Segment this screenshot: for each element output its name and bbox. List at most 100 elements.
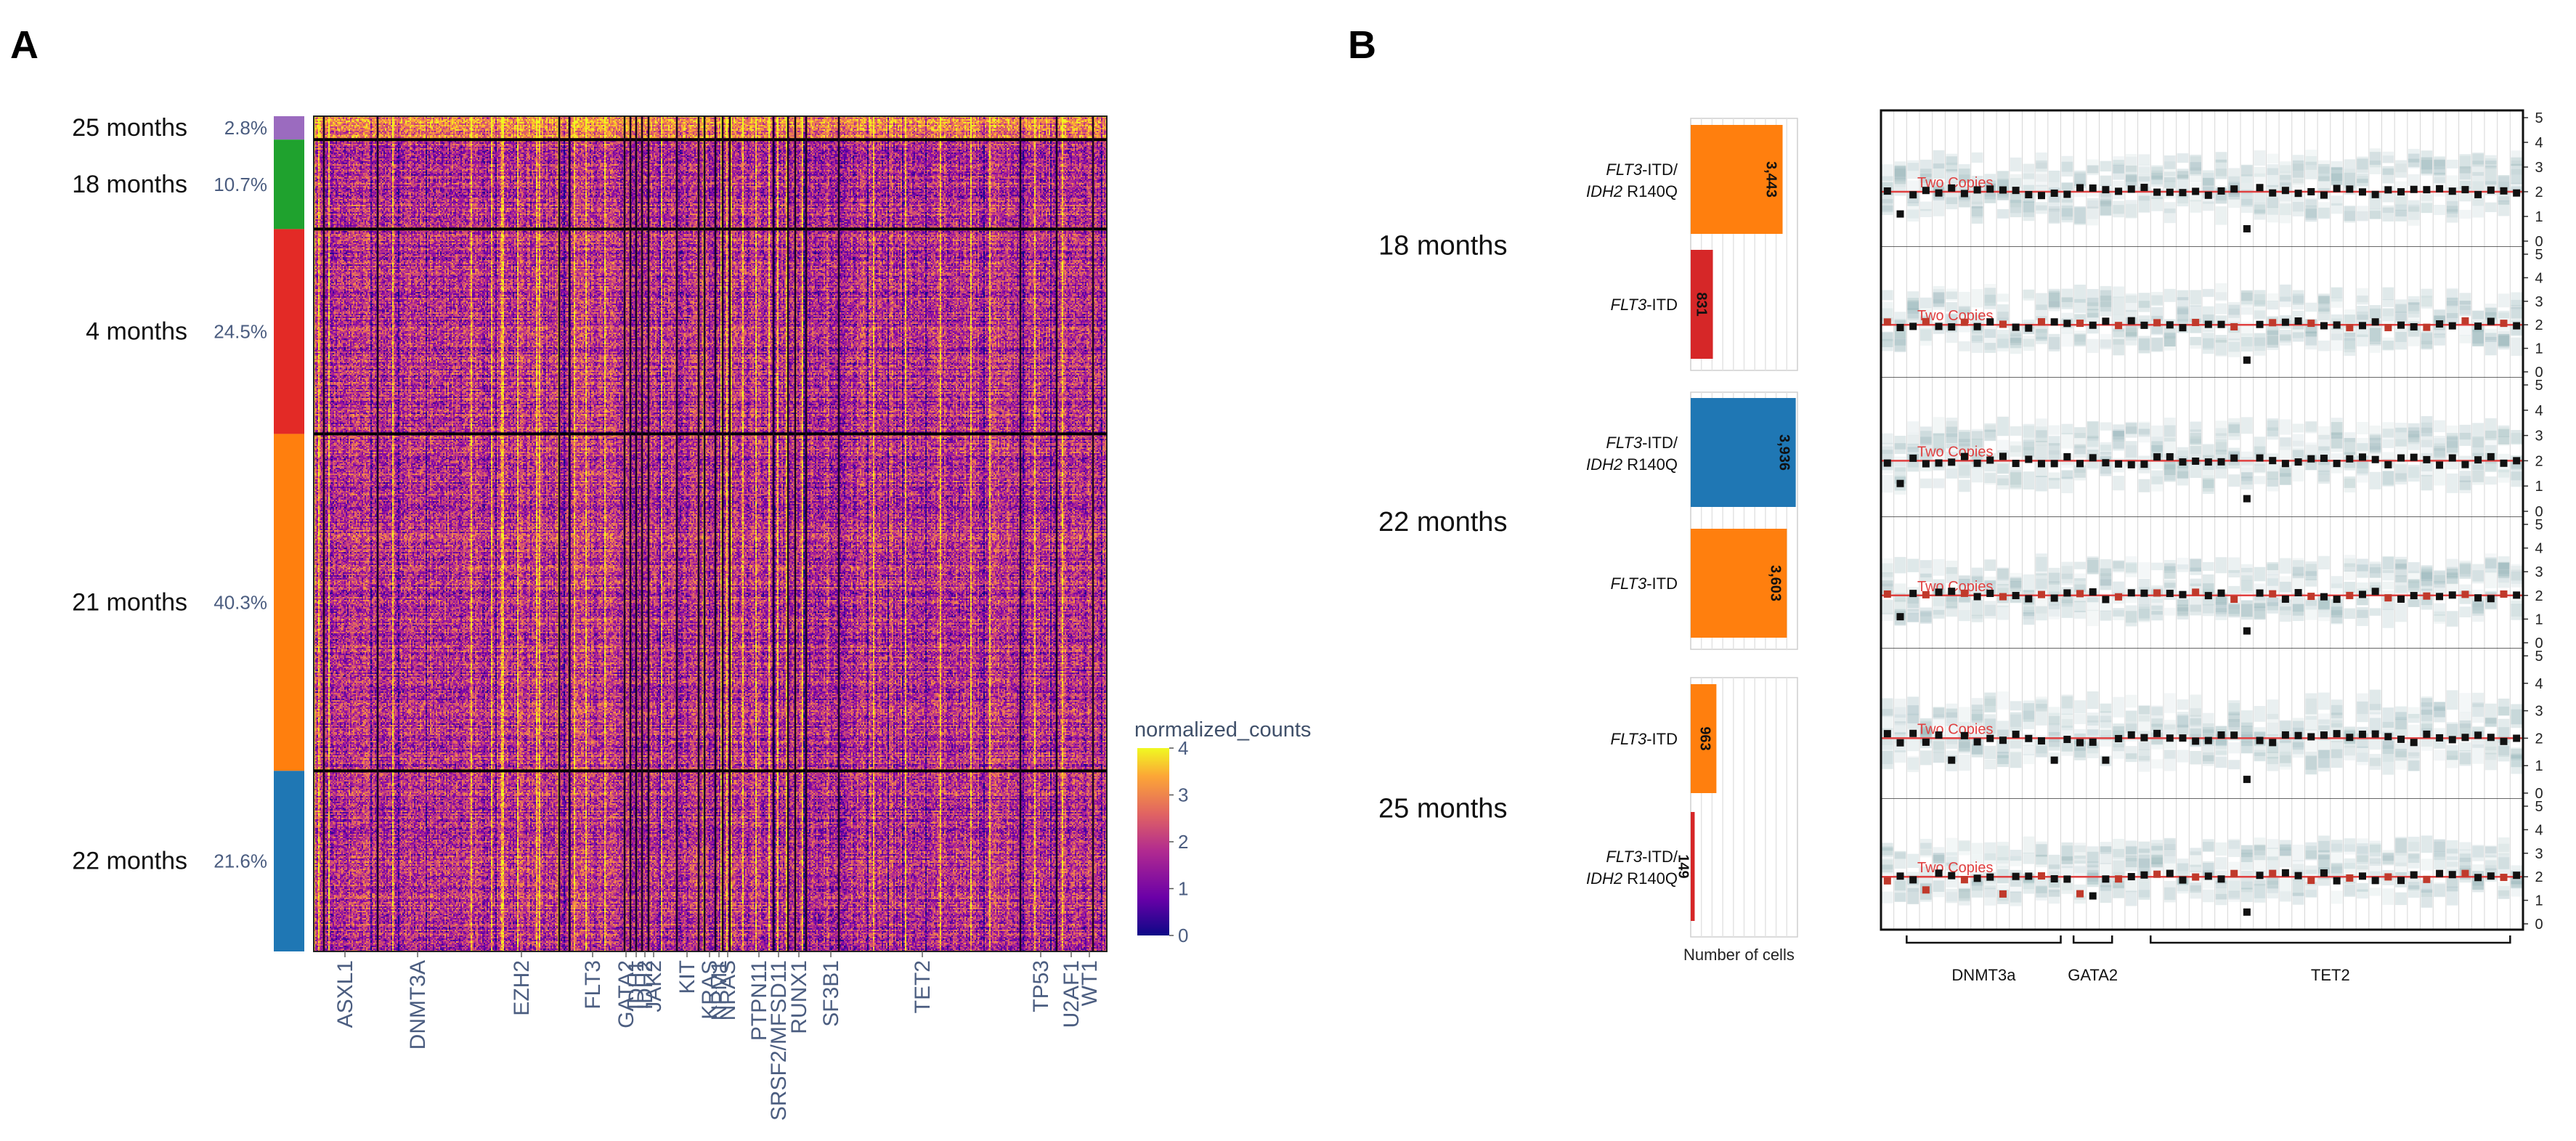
cn-point <box>2384 594 2392 602</box>
cn-density <box>1933 880 1945 898</box>
cn-density <box>2395 197 2407 211</box>
cn-density <box>2484 430 2497 441</box>
cn-density <box>2459 166 2471 186</box>
cn-density <box>2357 306 2368 320</box>
clone-label-line2: IDH2 R140Q <box>1586 455 1678 474</box>
cn-density <box>2254 300 2266 319</box>
cn-point <box>1960 589 1968 597</box>
cn-density <box>1997 866 2009 883</box>
cn-point <box>1935 459 1943 467</box>
cn-density <box>2100 333 2112 350</box>
cn-density <box>2446 300 2458 318</box>
cn-density <box>1984 294 1996 309</box>
cn-density <box>2100 576 2112 590</box>
cn-density <box>2190 851 2201 867</box>
cn-axis-tick-label: 5 <box>2535 517 2543 533</box>
cn-density <box>2369 561 2381 574</box>
cn-density <box>2446 433 2458 448</box>
cn-density <box>2357 288 2368 303</box>
cn-density <box>1933 292 1945 307</box>
cn-density <box>2190 162 2201 171</box>
cn-density <box>2369 435 2381 453</box>
cn-point <box>2513 591 2521 599</box>
cn-density <box>1920 452 1932 462</box>
cn-density <box>1882 739 1893 750</box>
cn-density <box>2190 336 2201 346</box>
cn-density <box>2305 755 2317 775</box>
cn-density <box>1933 163 1945 179</box>
cn-density <box>2074 171 2086 181</box>
cn-density <box>2395 751 2407 770</box>
cn-density <box>2023 610 2035 620</box>
cn-density <box>2048 889 2060 897</box>
cn-density <box>2048 604 2060 617</box>
cn-density <box>2446 208 2458 218</box>
cn-point <box>1922 317 1930 325</box>
cn-density <box>2254 752 2266 762</box>
cn-density <box>2163 720 2176 730</box>
cn-density <box>2318 855 2330 874</box>
cn-density <box>2498 333 2510 346</box>
cn-density <box>2421 696 2433 707</box>
cn-density <box>2408 434 2420 444</box>
cn-density <box>2074 578 2086 592</box>
cn-density <box>1907 163 1919 179</box>
cn-point <box>2269 189 2277 197</box>
cn-density <box>2292 742 2304 758</box>
cn-density <box>2280 755 2291 767</box>
cn-density <box>2074 713 2086 725</box>
cn-density <box>1997 567 2009 581</box>
cn-density <box>2100 451 2112 460</box>
cn-density <box>2151 857 2163 868</box>
cn-point <box>2089 321 2097 329</box>
cn-point <box>2166 321 2174 329</box>
cn-density <box>1920 866 1932 876</box>
cn-density <box>2369 844 2381 864</box>
cn-density <box>2163 887 2176 903</box>
cn-density <box>2344 341 2356 353</box>
cn-density <box>2215 303 2227 314</box>
cn-density <box>2138 423 2150 434</box>
cn-density <box>2472 171 2484 191</box>
cn-density <box>2421 567 2433 586</box>
cn-density <box>1984 714 1996 734</box>
cn-density <box>2511 305 2522 322</box>
cn-point <box>2397 877 2405 885</box>
cn-density <box>2254 883 2266 903</box>
cn-density <box>2228 304 2240 315</box>
cn-density <box>1959 575 1970 587</box>
cn-point <box>2333 460 2341 468</box>
cn-density <box>2280 161 2291 173</box>
cn-density <box>2459 560 2471 574</box>
cn-density <box>2395 163 2407 173</box>
cn-density <box>1946 168 1958 183</box>
cn-density <box>2163 161 2176 176</box>
cn-density <box>2472 331 2484 346</box>
cn-density <box>2305 206 2317 220</box>
cn-density <box>2215 597 2227 614</box>
cn-density <box>2344 338 2356 356</box>
cn-density <box>1959 164 1970 183</box>
cn-density <box>2344 563 2356 572</box>
cn-density <box>2203 338 2214 354</box>
cn-point <box>2346 324 2354 332</box>
cn-density <box>2100 573 2112 586</box>
cn-density <box>2228 418 2240 436</box>
cn-density <box>2357 459 2368 476</box>
cn-density <box>1997 857 2009 868</box>
cn-point <box>2256 872 2264 880</box>
cn-density <box>2344 432 2356 442</box>
cn-density <box>2241 734 2253 754</box>
cn-density <box>2061 199 2073 217</box>
cn-density <box>2087 198 2099 209</box>
cn-density <box>2459 563 2471 579</box>
cn-point <box>2320 731 2328 739</box>
cluster-percent: 24.5% <box>214 320 267 342</box>
cn-density <box>2280 334 2291 346</box>
cn-density <box>2241 870 2253 890</box>
cn-density <box>2023 289 2035 299</box>
cn-density <box>2125 562 2137 573</box>
cn-density <box>2395 892 2407 906</box>
cn-axis-tick-label: 0 <box>2535 365 2543 381</box>
